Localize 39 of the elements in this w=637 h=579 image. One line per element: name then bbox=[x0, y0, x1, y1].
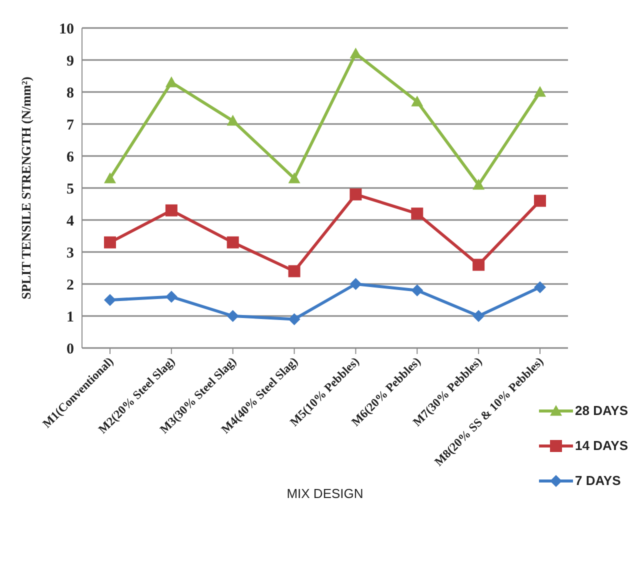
y-axis-title: SPLIT TENSILE STRENGTH (N/mm²) bbox=[18, 76, 34, 300]
point bbox=[165, 290, 178, 303]
point bbox=[534, 86, 546, 97]
point bbox=[411, 208, 424, 220]
y-tick-label: 9 bbox=[66, 53, 74, 70]
y-tick-label: 7 bbox=[66, 117, 74, 134]
point bbox=[472, 258, 485, 271]
point bbox=[226, 310, 239, 322]
point bbox=[350, 278, 362, 290]
legend-label: 7 DAYS bbox=[575, 473, 621, 488]
y-tick-label: 6 bbox=[66, 149, 74, 166]
point bbox=[165, 76, 178, 88]
y-tick-label: 0 bbox=[66, 341, 74, 358]
y-tick-label: 1 bbox=[66, 309, 74, 326]
y-tick-label: 8 bbox=[66, 85, 74, 102]
point bbox=[534, 194, 546, 207]
point bbox=[534, 281, 546, 294]
point bbox=[104, 172, 116, 184]
y-tick-label: 2 bbox=[66, 277, 74, 294]
legend-label: 28 DAYS bbox=[575, 403, 628, 418]
point bbox=[165, 204, 178, 216]
point bbox=[288, 172, 300, 184]
point bbox=[226, 114, 239, 126]
point bbox=[411, 96, 424, 106]
y-tick-label: 4 bbox=[66, 213, 74, 230]
point bbox=[288, 313, 300, 326]
y-tick-label: 10 bbox=[59, 21, 74, 38]
point bbox=[288, 265, 300, 278]
point bbox=[104, 294, 116, 306]
point bbox=[411, 284, 424, 296]
point bbox=[472, 310, 485, 322]
y-tick-label: 3 bbox=[66, 245, 74, 262]
point bbox=[226, 236, 239, 248]
legend-label: 14 DAYS bbox=[575, 438, 628, 453]
y-tick-label: 5 bbox=[66, 181, 74, 198]
point bbox=[472, 178, 485, 190]
x-axis-title: MIX DESIGN bbox=[286, 486, 364, 501]
point bbox=[350, 188, 362, 200]
point bbox=[104, 236, 116, 248]
